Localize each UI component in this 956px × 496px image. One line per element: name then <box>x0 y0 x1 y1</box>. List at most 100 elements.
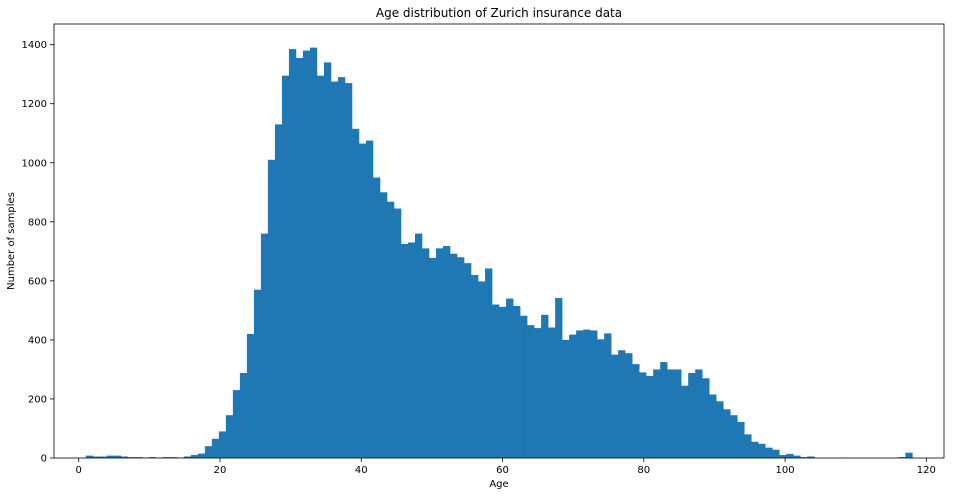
histogram-bar <box>267 159 276 458</box>
histogram-bar <box>408 242 416 458</box>
histogram-bar <box>169 457 178 458</box>
histogram-bar <box>618 350 626 458</box>
histogram-bar <box>625 353 633 458</box>
histogram-bar <box>415 233 423 458</box>
x-tick-label: 120 <box>917 465 936 476</box>
histogram-bar <box>401 243 409 458</box>
histogram-bar <box>534 328 542 458</box>
histogram-bar <box>646 375 654 458</box>
histogram-bar <box>576 330 584 458</box>
histogram-bar <box>436 248 444 458</box>
histogram-bar <box>422 248 430 458</box>
x-tick-label: 0 <box>76 465 82 476</box>
histogram-bar <box>562 339 570 458</box>
y-tick-label: 600 <box>28 276 47 287</box>
histogram-bar <box>583 329 591 458</box>
histogram-bar <box>253 289 262 458</box>
histogram-bar <box>358 143 367 458</box>
histogram-bar <box>737 421 745 458</box>
histogram-bar <box>527 325 535 458</box>
histogram-bar <box>323 62 332 458</box>
histogram-bar <box>204 446 213 458</box>
x-tick-label: 60 <box>496 465 509 476</box>
histogram-bar <box>772 449 780 458</box>
histogram-bar <box>660 362 668 458</box>
histogram-bar <box>379 192 388 459</box>
histogram-bar <box>786 453 794 458</box>
histogram-bar <box>555 297 563 458</box>
histogram-bar <box>148 457 157 458</box>
histogram-bar <box>120 456 129 458</box>
histogram-bar <box>730 415 738 458</box>
x-tick-label: 20 <box>214 465 227 476</box>
histogram-bar <box>492 304 500 458</box>
histogram-bar <box>429 257 437 458</box>
x-tick-label: 100 <box>776 465 795 476</box>
chart-title: Age distribution of Zurich insurance dat… <box>376 6 622 20</box>
histogram-bar <box>260 233 269 458</box>
histogram-bar <box>134 457 143 458</box>
y-tick-label: 200 <box>28 394 47 405</box>
histogram-bar <box>464 263 472 458</box>
histogram-bar <box>386 201 395 459</box>
y-tick-label: 800 <box>28 217 47 228</box>
y-tick-label: 1200 <box>22 99 47 110</box>
histogram-bar <box>281 75 290 459</box>
histogram-bar <box>330 81 339 458</box>
histogram-bar <box>716 401 724 458</box>
y-tick-label: 0 <box>41 454 47 465</box>
histogram-bar <box>695 369 703 458</box>
x-tick-label: 40 <box>355 465 368 476</box>
bars-group <box>85 47 913 459</box>
histogram-bar <box>295 57 304 458</box>
histogram-bar <box>457 257 465 458</box>
histogram-bar <box>807 456 815 458</box>
histogram-bar <box>800 457 808 458</box>
x-tick-label: 80 <box>637 465 650 476</box>
histogram-bar <box>653 369 661 458</box>
histogram-bar <box>239 372 248 458</box>
histogram-bar <box>765 447 773 458</box>
histogram-bar <box>702 378 710 458</box>
y-tick-label: 1000 <box>22 158 47 169</box>
y-tick-label: 400 <box>28 335 47 346</box>
histogram-bar <box>478 281 486 458</box>
histogram-bar <box>520 315 528 458</box>
histogram-bar <box>365 140 374 458</box>
histogram-bar <box>667 369 675 458</box>
histogram-bar <box>793 455 801 458</box>
histogram-bar <box>597 339 605 458</box>
histogram-bar <box>127 457 136 458</box>
histogram-bar <box>450 253 458 458</box>
histogram-bar <box>92 456 101 458</box>
histogram-bar <box>471 274 479 458</box>
histogram-bar <box>162 457 171 458</box>
histogram-bar <box>639 372 647 458</box>
histogram-bar <box>85 455 94 458</box>
histogram-bar <box>485 268 493 458</box>
histogram-bar <box>218 431 227 458</box>
histogram-bar <box>499 306 507 458</box>
histogram-bar <box>232 390 241 458</box>
histogram-bar <box>197 453 206 458</box>
histogram-bar <box>513 305 521 458</box>
histogram-bar <box>751 441 759 458</box>
histogram-bar <box>183 456 192 458</box>
histogram-bar <box>344 83 353 459</box>
histogram-bar <box>246 334 255 458</box>
plot-frame <box>53 23 945 459</box>
histogram-bar <box>681 385 689 458</box>
histogram-bar <box>632 364 640 458</box>
y-tick-label: 1400 <box>22 40 47 51</box>
histogram-bar <box>274 124 283 458</box>
histogram-bar <box>723 409 731 458</box>
histogram-bar <box>709 394 717 458</box>
histogram-bar <box>674 369 682 458</box>
histogram-bar <box>211 438 220 458</box>
histogram-bar <box>443 246 451 458</box>
histogram-bar <box>309 47 318 459</box>
y-axis-label: Number of samples <box>6 192 17 290</box>
